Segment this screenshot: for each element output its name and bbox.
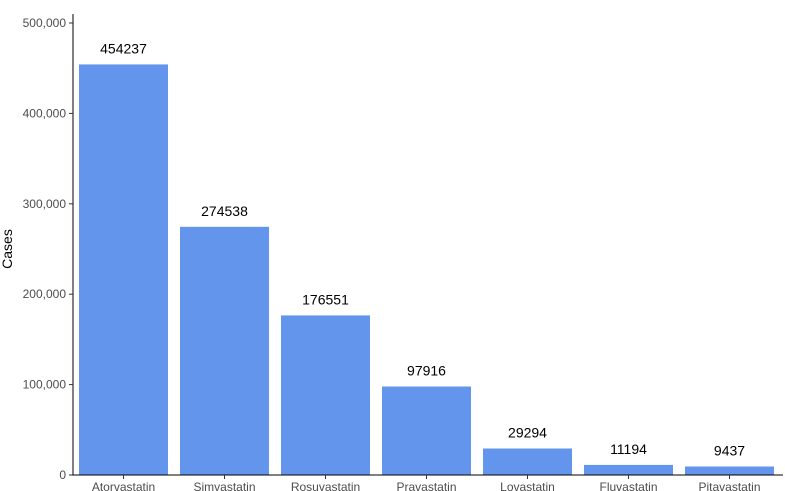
data-labels: 454237 274538 176551 97916 29294 11194 9437 [100, 40, 745, 458]
bar-simvastatin [180, 226, 269, 475]
data-label-atorvastatin: 454237 [100, 40, 147, 56]
x-tick-label: Simvastatin [193, 480, 255, 491]
data-label-pitavastatin: 9437 [714, 443, 745, 459]
bar-atorvastatin [79, 64, 168, 476]
x-tick-label: Fluvastatin [599, 480, 657, 491]
bar-lovastatin [483, 448, 572, 475]
data-label-lovastatin: 29294 [508, 425, 547, 441]
y-tick-label: 200,000 [23, 287, 67, 301]
x-tick-label: Lovastatin [500, 480, 555, 491]
y-axis-title: Cases [0, 229, 15, 269]
data-label-rosuvastatin: 176551 [302, 291, 349, 307]
data-label-pravastatin: 97916 [407, 363, 446, 379]
y-tick-label: 100,000 [23, 378, 67, 392]
y-tick-label: 500,000 [23, 16, 67, 30]
x-axis: Atorvastatin Simvastatin Rosuvastatin Prava… [72, 474, 783, 491]
bar-rosuvastatin [281, 315, 370, 475]
bar-fluvastatin [584, 464, 673, 475]
data-label-simvastatin: 274538 [201, 203, 248, 219]
bars [79, 64, 774, 476]
y-axis: 0 100,000 200,000 300,000 400,000 500,000 [23, 14, 74, 482]
x-tick-label: Atorvastatin [92, 480, 155, 491]
y-tick-label: 300,000 [23, 197, 67, 211]
data-label-fluvastatin: 11194 [610, 441, 647, 457]
bar-pitavastatin [685, 466, 774, 475]
bar-pravastatin [382, 386, 471, 475]
y-tick-label: 400,000 [23, 106, 67, 120]
x-tick-label: Rosuvastatin [291, 480, 360, 491]
x-tick-label: Pitavastatin [698, 480, 760, 491]
x-tick-label: Pravastatin [396, 480, 456, 491]
y-tick-label: 0 [59, 468, 66, 482]
